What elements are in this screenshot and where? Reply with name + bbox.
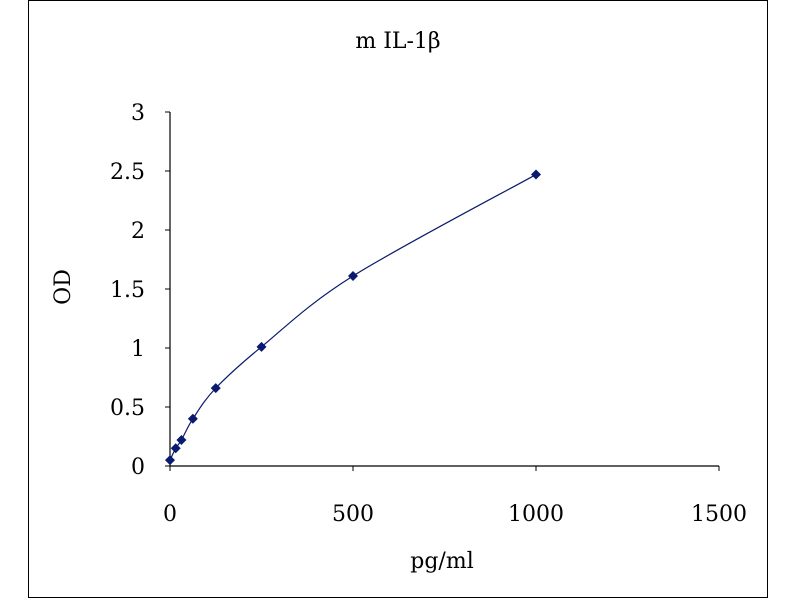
x-tick-label: 0 — [163, 502, 177, 527]
y-tick-label: 1.5 — [110, 278, 145, 303]
x-axis-label: pg/ml — [410, 549, 473, 574]
series-line — [169, 174, 537, 461]
y-axis-label: OD — [51, 269, 76, 305]
y-tick-label: 0.5 — [110, 396, 145, 421]
data-point — [210, 383, 221, 394]
y-tick-label: 3 — [131, 101, 145, 126]
x-tick-label: 1000 — [508, 502, 564, 527]
x-tick-label: 500 — [332, 502, 374, 527]
y-tick-label: 2 — [131, 219, 145, 244]
data-point — [176, 435, 187, 446]
data-point — [187, 413, 198, 424]
y-tick-label: 1 — [131, 337, 145, 362]
data-points — [165, 169, 541, 466]
chart-frame — [28, 0, 768, 598]
chart-title: m IL-1β — [355, 29, 440, 54]
x-tick-label: 1500 — [691, 502, 747, 527]
y-tick-labels: 0 0.5 1 1.5 2 2.5 3 — [110, 101, 145, 480]
data-point — [170, 443, 181, 454]
data-point — [256, 341, 267, 352]
y-tick-label: 0 — [131, 455, 145, 480]
y-tick-label: 2.5 — [110, 160, 145, 185]
chart-axes — [165, 111, 720, 471]
x-tick-labels: 0 500 1000 1500 — [163, 502, 747, 527]
data-point — [531, 169, 541, 180]
data-point — [165, 455, 175, 466]
data-point — [348, 271, 358, 282]
